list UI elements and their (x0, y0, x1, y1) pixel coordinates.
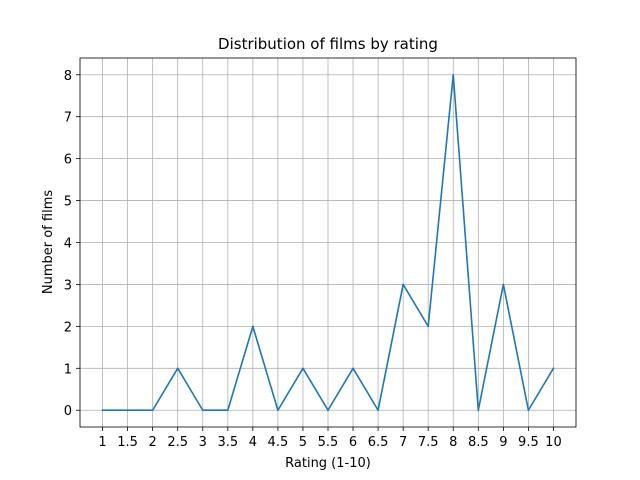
x-tick-label: 3.5 (217, 435, 238, 450)
x-tick-label: 6.5 (368, 435, 389, 450)
data-point (402, 283, 404, 286)
series-layer (101, 73, 555, 412)
y-axis-label: Number of films (41, 190, 56, 294)
data-point (152, 409, 154, 411)
x-tick-label: 5 (299, 435, 307, 450)
grid-lines (80, 58, 576, 427)
data-point (126, 409, 129, 411)
y-tick-label: 6 (64, 153, 72, 168)
x-tick-label: 4 (249, 435, 257, 450)
data-point (302, 367, 304, 369)
data-point (252, 325, 254, 327)
data-point (101, 409, 104, 411)
data-point (527, 409, 530, 411)
y-tick-label: 3 (64, 278, 72, 293)
data-point (452, 74, 454, 76)
y-axis-ticks: 0 1 2 3 4 5 6 7 8 (64, 69, 80, 419)
data-point (177, 367, 179, 369)
x-tick-label: 1 (98, 435, 106, 450)
x-tick-label: 5.5 (318, 435, 339, 450)
y-tick-label: 2 (64, 320, 72, 335)
x-axis-label: Rating (1-10) (285, 456, 371, 471)
x-tick-label: 9.5 (518, 435, 539, 450)
x-tick-label: 4.5 (268, 435, 289, 450)
data-point (202, 409, 204, 411)
y-tick-label: 5 (64, 195, 72, 210)
data-point (502, 283, 504, 286)
y-tick-label: 1 (64, 362, 72, 377)
x-tick-label: 10 (545, 435, 562, 450)
x-tick-label: 9 (499, 435, 507, 450)
x-tick-label: 6 (349, 435, 357, 450)
data-point (477, 409, 479, 411)
data-point (327, 409, 329, 411)
data-point (377, 409, 379, 411)
x-tick-label: 3 (199, 435, 207, 450)
data-point (227, 409, 229, 411)
data-point (552, 367, 555, 369)
data-point (427, 325, 429, 327)
data-point (277, 409, 279, 411)
y-tick-label: 8 (64, 69, 72, 84)
x-axis-ticks: 1 1.5 2 2.5 3 3.5 4 4.5 5 5.5 6 6.5 7 7.5 8 8.5 9 9.5 10 (98, 427, 562, 450)
x-tick-label: 7 (399, 435, 407, 450)
data-point (352, 367, 354, 369)
x-tick-label: 8 (449, 435, 457, 450)
chart-title: Distribution of films by rating (218, 35, 438, 53)
x-tick-label: 2 (149, 435, 157, 450)
y-tick-label: 0 (64, 404, 72, 419)
x-tick-label: 7.5 (418, 435, 439, 450)
x-tick-label: 1.5 (117, 435, 138, 450)
y-tick-label: 4 (64, 237, 72, 252)
y-tick-label: 7 (64, 111, 72, 126)
x-tick-label: 2.5 (167, 435, 188, 450)
x-tick-label: 8.5 (468, 435, 489, 450)
